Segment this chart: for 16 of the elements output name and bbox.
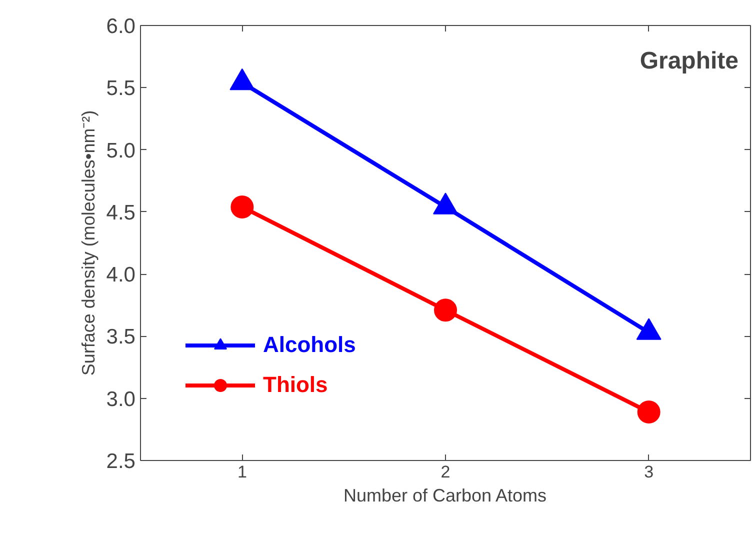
y-tick-label: 3.5 (106, 326, 136, 349)
legend-label: Thiols (263, 372, 328, 398)
x-axis-title: Number of Carbon Atoms (343, 486, 547, 506)
y-tick-label: 6.0 (106, 15, 136, 38)
x-tick-label: 2 (440, 462, 450, 482)
annotation: Graphite (640, 48, 739, 74)
y-tick-label: 5.0 (106, 139, 136, 162)
y-tick-label: 5.5 (106, 77, 136, 100)
y-tick-label: 2.5 (106, 450, 136, 473)
y-tick-label: 3.0 (106, 388, 136, 411)
y-axis-title: Surface density (molecules•nm⁻²) (78, 110, 98, 376)
x-tick-label: 3 (644, 462, 654, 482)
y-tick-label: 4.5 (106, 201, 136, 224)
x-tick-label: 1 (237, 462, 247, 482)
y-tick-label: 4.0 (106, 264, 136, 287)
legend-label: Alcohols (263, 332, 356, 358)
